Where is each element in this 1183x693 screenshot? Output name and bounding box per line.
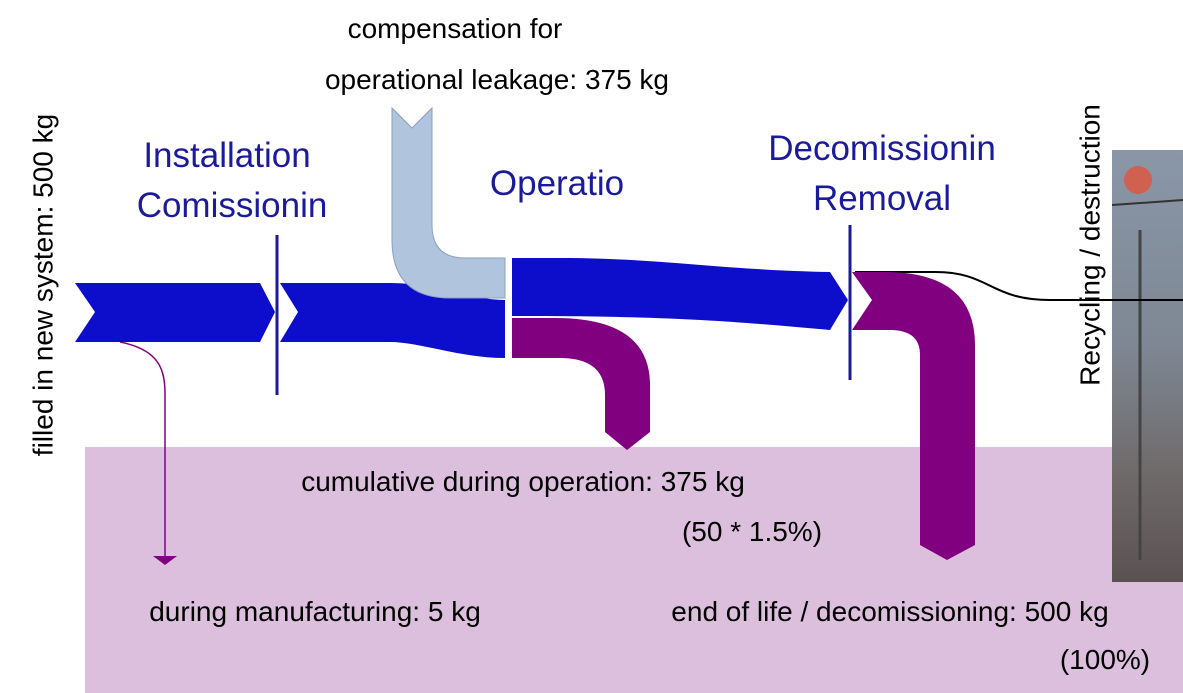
stage-label: Installation <box>143 136 310 175</box>
stage-label: Removal <box>813 179 951 218</box>
compensation-label: operational leakage: 375 kg <box>325 64 669 95</box>
diagram: filled in new system: 500 kg compensatio… <box>0 0 1183 693</box>
filling-arrow <box>75 283 275 342</box>
stage-label: Operatio <box>490 164 624 203</box>
emission-label: (100%) <box>1060 644 1150 675</box>
emission-label: end of life / decomissioning: 500 kg <box>671 596 1108 627</box>
page: {"left_label": "filled in new system: 50… <box>0 0 1183 693</box>
operation-leak-flow <box>512 318 650 450</box>
emission-label: (50 * 1.5%) <box>682 516 822 547</box>
photo-detail <box>1124 166 1152 194</box>
recycling-label-clip: Recycling / destruction <box>1074 104 1105 386</box>
stage-label: Comissionin <box>137 186 328 225</box>
emission-label: during manufacturing: 5 kg <box>149 596 481 627</box>
emission-label: cumulative during operation: 375 kg <box>301 466 745 497</box>
recycling-label: Recycling / destruction <box>1074 104 1105 386</box>
compensation-flow <box>392 108 505 298</box>
photo <box>1112 150 1183 582</box>
stage-label: Decomissionin <box>768 129 996 168</box>
compensation-label: compensation for <box>348 13 563 44</box>
filled-label: filled in new system: 500 kg <box>27 114 58 456</box>
